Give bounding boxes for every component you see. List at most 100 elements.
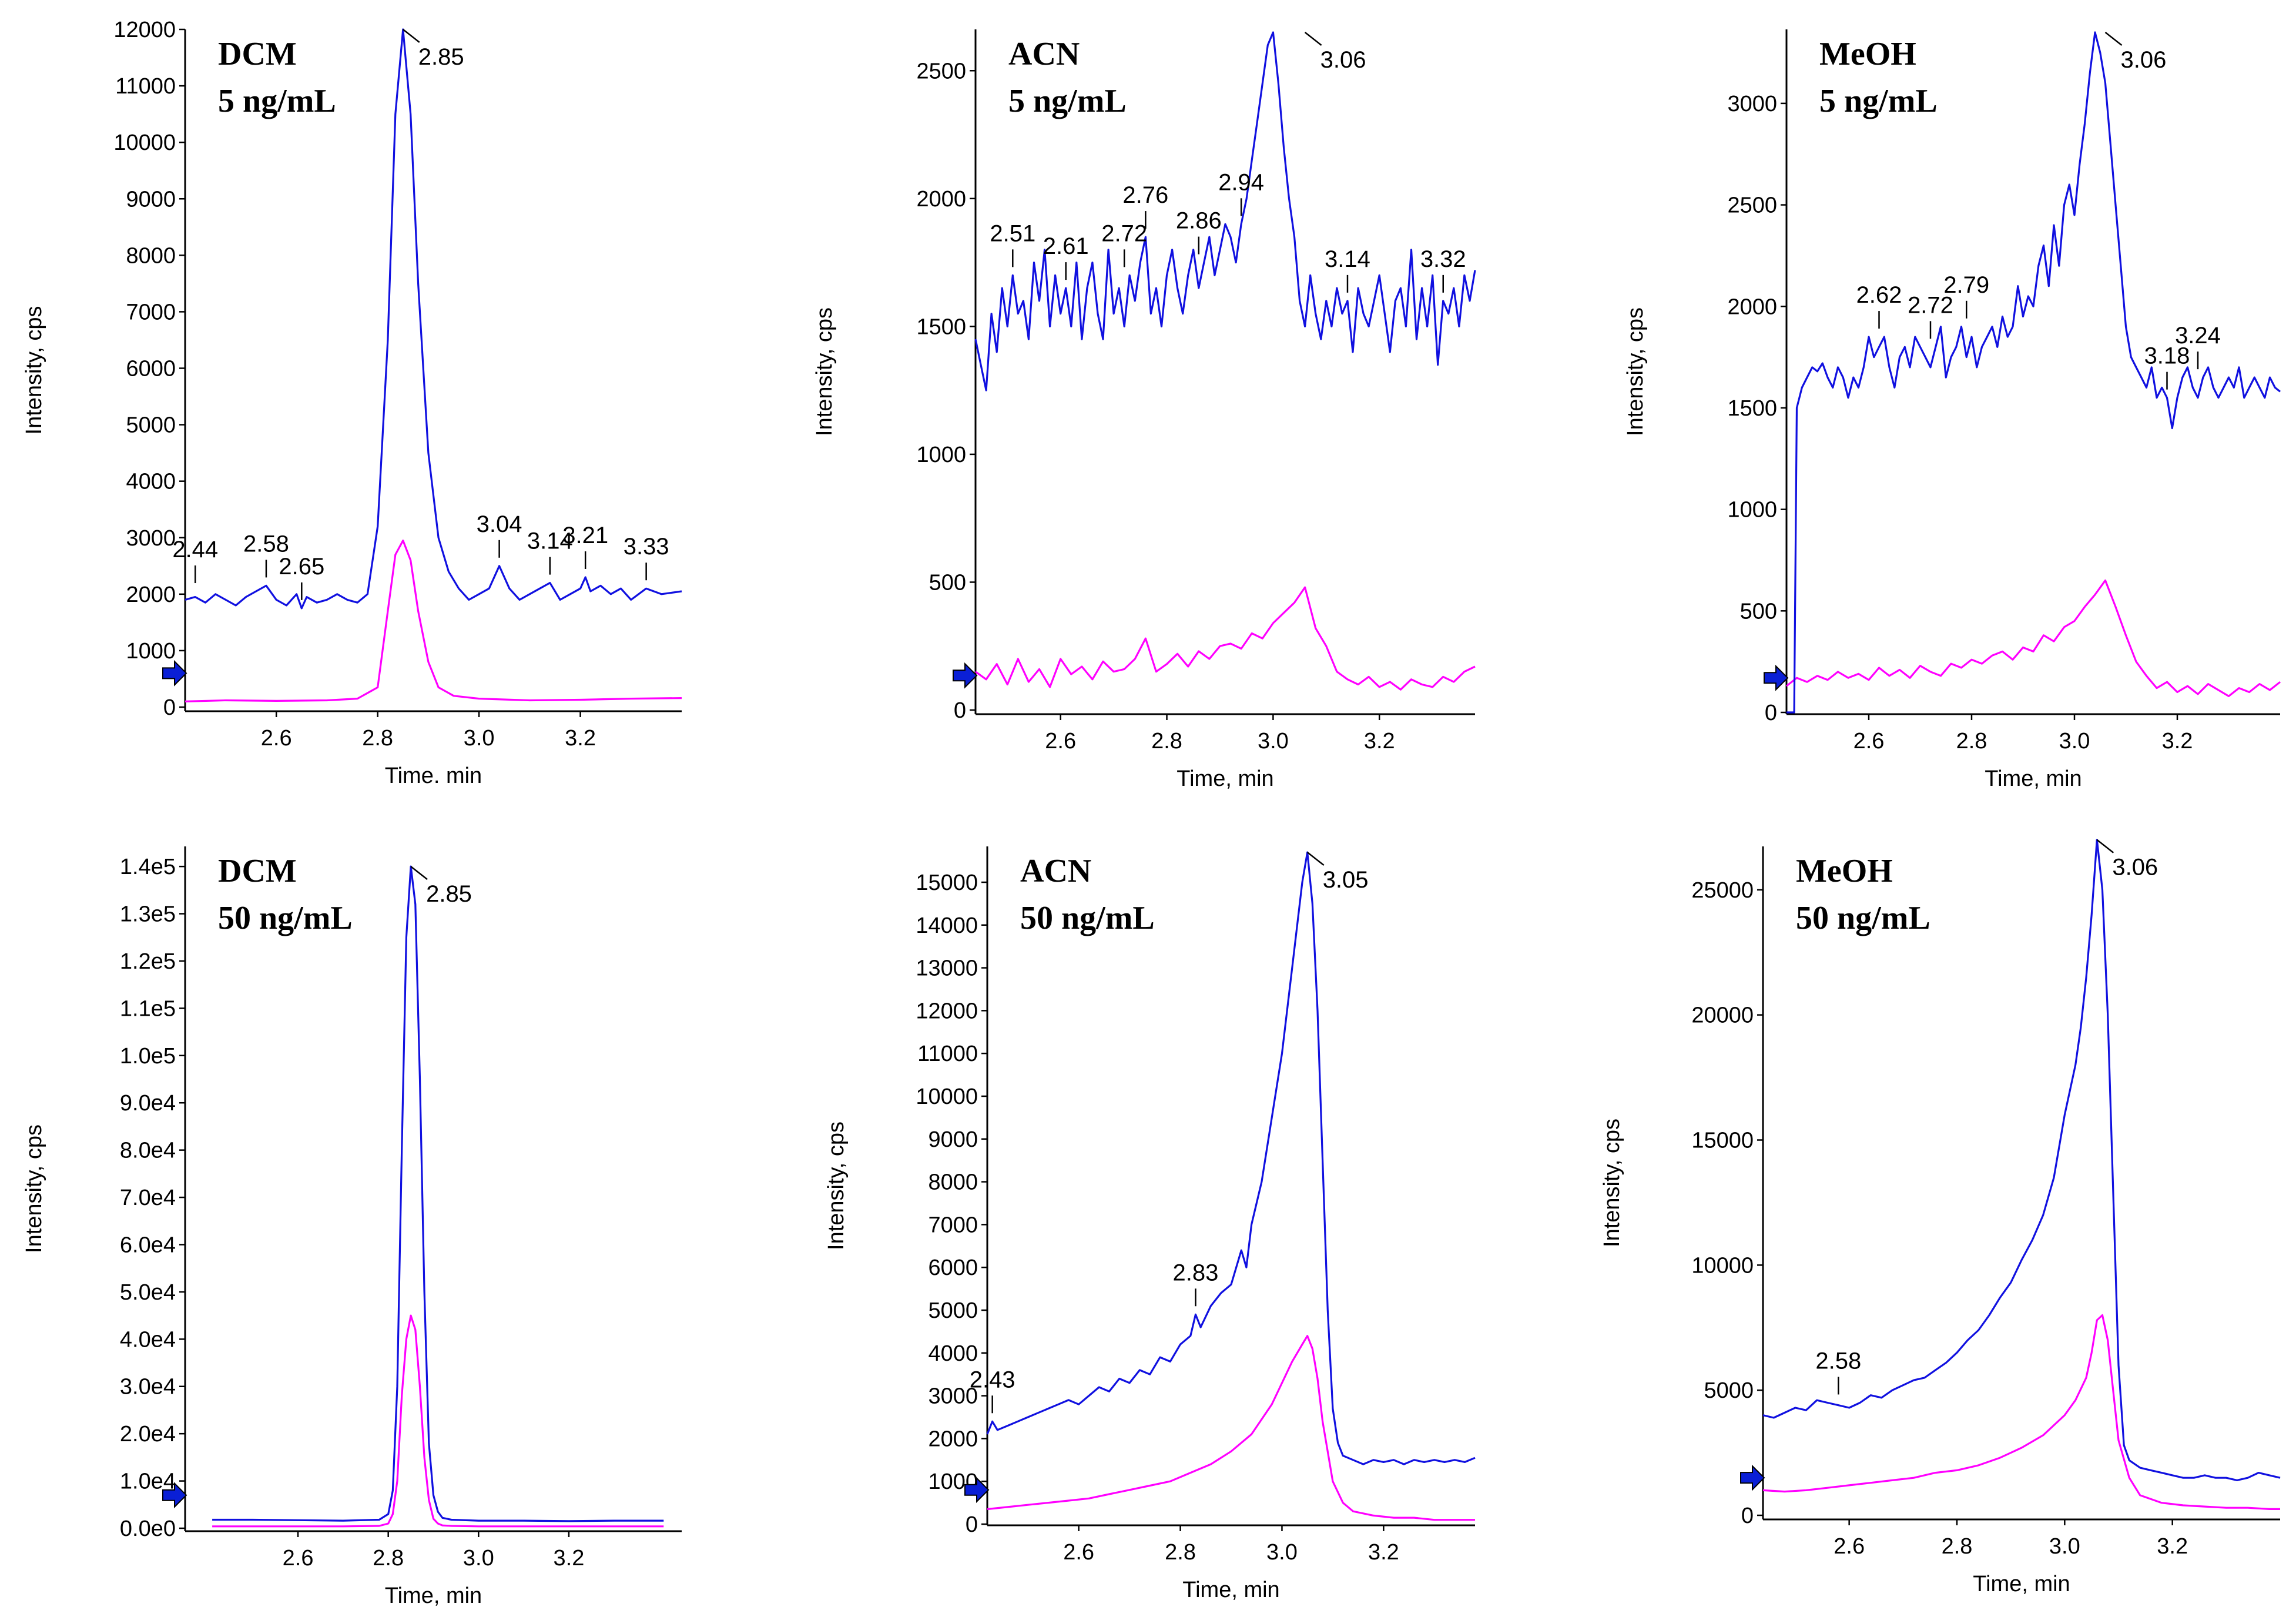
y-tick-label: 7.0e4 bbox=[120, 1186, 176, 1210]
y-tick-label: 4000 bbox=[126, 470, 176, 494]
y-tick-label: 1000 bbox=[126, 639, 176, 664]
peak-label: 3.32 bbox=[1420, 246, 1466, 272]
y-tick-label: 4000 bbox=[928, 1341, 978, 1366]
y-tick-label: 1000 bbox=[1727, 498, 1777, 523]
y-tick-label: 4.0e4 bbox=[120, 1327, 176, 1352]
x-tick-label: 3.0 bbox=[1266, 1540, 1298, 1565]
y-tick-label: 0 bbox=[1741, 1504, 1754, 1528]
peak-label: 2.94 bbox=[1218, 169, 1264, 195]
peak-label: 3.14 bbox=[1325, 246, 1370, 272]
y-tick-label: 15000 bbox=[916, 871, 978, 895]
baseline-arrow-icon bbox=[162, 659, 187, 687]
y-tick-label: 1500 bbox=[1727, 396, 1777, 421]
y-tick-label: 13000 bbox=[916, 956, 978, 981]
y-tick-label: 2000 bbox=[1727, 294, 1777, 319]
y-axis-label: Intensity, cps bbox=[812, 307, 837, 436]
x-axis-label: Time, min bbox=[385, 1583, 482, 1608]
panel-title-solvent: MeOH bbox=[1796, 853, 1893, 889]
peak-label: 2.43 bbox=[970, 1367, 1015, 1392]
peak-leader bbox=[1306, 852, 1325, 866]
y-tick-label: 8.0e4 bbox=[120, 1139, 176, 1163]
x-tick-label: 2.6 bbox=[283, 1546, 314, 1571]
y-tick-label: 6000 bbox=[126, 357, 176, 381]
peak-label: 2.44 bbox=[172, 537, 218, 563]
panel-title-concentration: 5 ng/mL bbox=[1008, 83, 1127, 119]
x-tick-label: 3.2 bbox=[1368, 1540, 1399, 1565]
x-tick-label: 2.8 bbox=[373, 1546, 404, 1571]
y-axis-label: Intensity, cps bbox=[824, 1121, 849, 1250]
peak-label: 2.65 bbox=[279, 554, 324, 580]
peak-leader bbox=[2096, 839, 2114, 853]
peak-label: 3.04 bbox=[477, 511, 522, 537]
chart-panel-1: 0 1000 2000 3000 4000 5000 6000 7000 8000 9000 100… bbox=[22, 18, 682, 788]
peak-label: 2.79 bbox=[1943, 272, 1989, 298]
y-tick-label: 10000 bbox=[1691, 1253, 1754, 1278]
y-tick-label: 2.0e4 bbox=[120, 1422, 176, 1447]
panel-title-solvent: ACN bbox=[1008, 36, 1080, 72]
peak-label: 2.72 bbox=[1908, 292, 1953, 318]
x-tick-label: 3.2 bbox=[2157, 1534, 2188, 1559]
peak-label: 3.06 bbox=[1320, 47, 1366, 73]
series-line-qualifier bbox=[212, 1314, 664, 1528]
y-tick-label: 1500 bbox=[916, 314, 966, 339]
x-tick-label: 3.0 bbox=[2059, 729, 2090, 754]
chart-panel-4: 0.0e01.0e42.0e43.0e44.0e45.0e46.0e47.0e4… bbox=[22, 846, 682, 1608]
y-tick-label: 1.1e5 bbox=[120, 996, 176, 1021]
y-tick-label: 0 bbox=[163, 695, 176, 720]
baseline-arrow-icon bbox=[964, 1477, 990, 1504]
x-tick-label: 3.0 bbox=[2049, 1534, 2080, 1559]
y-tick-label: 5000 bbox=[1704, 1378, 1754, 1403]
baseline-arrow-icon bbox=[162, 1482, 187, 1509]
peak-label: 2.51 bbox=[990, 220, 1035, 246]
peak-leader bbox=[410, 866, 428, 881]
y-tick-label: 20000 bbox=[1691, 1003, 1754, 1028]
y-tick-label: 8000 bbox=[126, 243, 176, 268]
panel-title-solvent: MeOH bbox=[1819, 36, 1916, 72]
series-line-quantifier bbox=[185, 28, 682, 610]
x-tick-label: 3.0 bbox=[464, 726, 495, 751]
y-tick-label: 3000 bbox=[1727, 92, 1777, 116]
panel-title-concentration: 50 ng/mL bbox=[1020, 900, 1155, 936]
peak-label: 3.14 bbox=[527, 528, 573, 554]
x-tick-label: 2.8 bbox=[362, 726, 393, 751]
y-tick-label: 1.0e5 bbox=[120, 1044, 176, 1069]
peak-label: 2.62 bbox=[1856, 282, 1902, 308]
chart-panel-5: 0100020003000400050006000700080009000100… bbox=[824, 846, 1476, 1602]
y-tick-label: 1.2e5 bbox=[120, 949, 176, 974]
y-tick-label: 2000 bbox=[928, 1427, 978, 1451]
series-line-quantifier bbox=[212, 865, 664, 1522]
y-tick-label: 1.4e5 bbox=[120, 855, 176, 879]
peak-label: 2.86 bbox=[1176, 208, 1222, 234]
y-tick-label: 500 bbox=[1740, 599, 1777, 624]
series-line-quantifier bbox=[974, 31, 1476, 391]
x-tick-label: 3.2 bbox=[554, 1546, 585, 1571]
y-tick-label: 5000 bbox=[928, 1298, 978, 1323]
panel-title-concentration: 5 ng/mL bbox=[218, 83, 336, 119]
y-tick-label: 9000 bbox=[928, 1127, 978, 1152]
series-line-quantifier bbox=[986, 851, 1476, 1465]
x-tick-label: 2.6 bbox=[261, 726, 292, 751]
peak-label: 3.24 bbox=[2175, 323, 2221, 349]
y-tick-label: 7000 bbox=[928, 1213, 978, 1237]
peak-leader bbox=[402, 29, 420, 43]
y-tick-label: 12000 bbox=[113, 18, 176, 42]
x-tick-label: 2.8 bbox=[1151, 729, 1182, 754]
chart-panel-2: 0 500 1000 1500 2000 2500 2.6 2.8 3.0 3.2 Time, mi… bbox=[812, 29, 1476, 791]
y-tick-label: 15000 bbox=[1691, 1129, 1754, 1153]
y-tick-label: 3000 bbox=[126, 526, 176, 551]
panel-title-concentration: 50 ng/mL bbox=[1796, 900, 1930, 936]
y-tick-label: 2500 bbox=[916, 59, 966, 83]
x-axis-label: Time, min bbox=[1973, 1572, 2070, 1596]
x-tick-label: 3.0 bbox=[1258, 729, 1289, 754]
y-tick-label: 5.0e4 bbox=[120, 1280, 176, 1305]
peak-label: 3.18 bbox=[2144, 343, 2190, 369]
baseline-arrow-icon bbox=[1764, 664, 1789, 691]
y-axis-label: Intensity, cps bbox=[1600, 1119, 1624, 1247]
peak-label: 2.85 bbox=[426, 881, 472, 907]
peak-leader bbox=[1304, 32, 1322, 46]
y-tick-label: 10000 bbox=[113, 130, 176, 155]
y-tick-label: 8000 bbox=[928, 1170, 978, 1195]
y-tick-label: 9000 bbox=[126, 187, 176, 212]
series-line-qualifier bbox=[975, 586, 1476, 691]
peak-label: 3.05 bbox=[1323, 867, 1369, 893]
